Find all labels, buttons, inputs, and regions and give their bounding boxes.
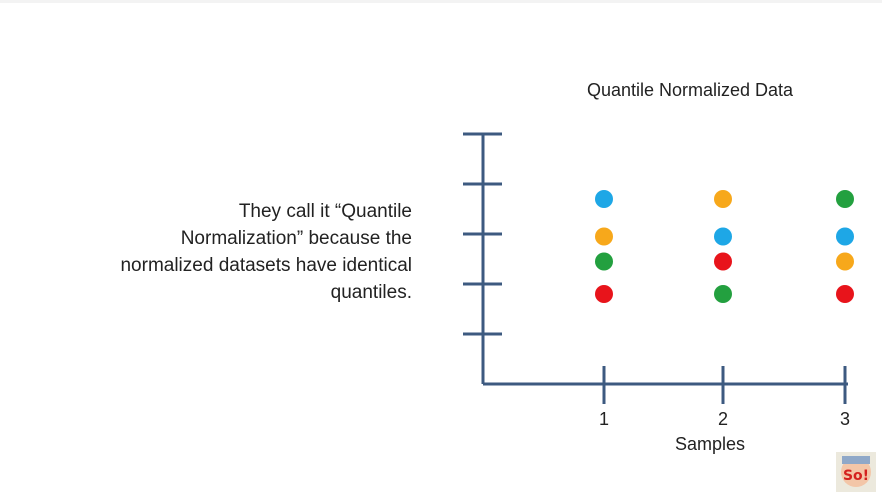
x-tick-label: 2 xyxy=(718,409,728,429)
data-point xyxy=(836,252,854,271)
data-point xyxy=(714,285,732,303)
data-point xyxy=(595,285,613,303)
data-point xyxy=(836,227,854,246)
x-tick-label: 1 xyxy=(599,409,609,429)
x-axis-label: Samples xyxy=(674,434,746,454)
studio-logo: So! xyxy=(836,452,876,492)
svg-text:So!: So! xyxy=(843,468,869,484)
top-strip xyxy=(0,0,882,3)
data-point xyxy=(714,227,732,246)
chart-title: Quantile Normalized Data xyxy=(586,80,794,100)
data-point xyxy=(714,252,732,271)
data-point xyxy=(714,190,732,208)
x-tick-label: 3 xyxy=(840,409,850,429)
data-point xyxy=(836,190,854,208)
caption-text: They call it “Quantile Normalization” be… xyxy=(120,201,412,303)
data-point xyxy=(836,285,854,303)
data-point xyxy=(595,190,613,208)
data-point xyxy=(595,227,613,246)
data-point xyxy=(595,252,613,271)
